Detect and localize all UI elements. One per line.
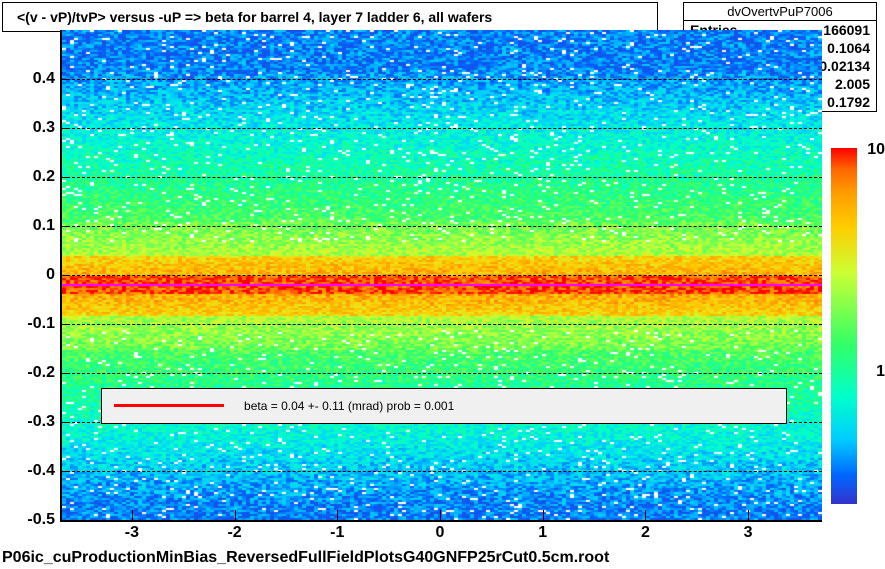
- x-tick-label: 1: [538, 524, 547, 542]
- x-tick-label: -1: [330, 524, 344, 542]
- y-tick-label: -0.1: [7, 315, 55, 333]
- y-tick-mark: [60, 79, 70, 80]
- histogram-name: dvOvertvPuP7006: [684, 3, 876, 21]
- gridline-h: [62, 275, 822, 276]
- x-tick-label: 3: [744, 524, 753, 542]
- y-tick-mark: [60, 177, 70, 178]
- stats-value: 2.005: [835, 75, 870, 93]
- y-tick-label: 0: [7, 266, 55, 284]
- stats-value: 166091: [823, 21, 870, 39]
- x-tick-label: -3: [125, 524, 139, 542]
- plot-title: <(v - vP)/tvP> versus -uP => beta for ba…: [2, 2, 658, 32]
- y-tick-label: 0.1: [7, 217, 55, 235]
- colorbar: [831, 148, 857, 504]
- fit-legend: beta = 0.04 +- 0.11 (mrad) prob = 0.001: [101, 388, 787, 424]
- y-tick-mark: [60, 422, 70, 423]
- footer-filename: P06ic_cuProductionMinBias_ReversedFullFi…: [2, 549, 609, 567]
- y-tick-mark: [60, 275, 70, 276]
- y-tick-label: 0.4: [7, 70, 55, 88]
- colorbar-label: 1: [876, 363, 885, 381]
- x-tick-label: 2: [641, 524, 650, 542]
- gridline-h: [62, 373, 822, 374]
- plot-title-text: <(v - vP)/tvP> versus -uP => beta for ba…: [17, 9, 492, 25]
- y-tick-label: -0.5: [7, 511, 55, 529]
- gridline-h: [62, 471, 822, 472]
- y-tick-label: -0.4: [7, 462, 55, 480]
- x-tick-label: -2: [227, 524, 241, 542]
- y-tick-mark: [60, 471, 70, 472]
- y-tick-label: 0.2: [7, 168, 55, 186]
- y-tick-label: 0.3: [7, 119, 55, 137]
- y-tick-mark: [60, 226, 70, 227]
- y-tick-mark: [60, 520, 70, 521]
- x-tick-mark: [337, 510, 338, 520]
- gridline-h: [62, 177, 822, 178]
- plot-area: [60, 30, 822, 522]
- gridline-h: [62, 128, 822, 129]
- gridline-h: [62, 79, 822, 80]
- legend-text: beta = 0.04 +- 0.11 (mrad) prob = 0.001: [244, 399, 454, 413]
- legend-line-sample: [114, 404, 224, 407]
- y-tick-mark: [60, 324, 70, 325]
- y-tick-mark: [60, 373, 70, 374]
- profile-fit-line: [62, 284, 822, 286]
- x-tick-mark: [748, 510, 749, 520]
- stats-value: 0.1064: [827, 39, 870, 57]
- x-tick-mark: [440, 510, 441, 520]
- y-tick-label: -0.2: [7, 364, 55, 382]
- x-tick-mark: [645, 510, 646, 520]
- y-tick-label: -0.3: [7, 413, 55, 431]
- stats-value: 0.1792: [827, 93, 870, 111]
- gridline-h: [62, 324, 822, 325]
- x-tick-mark: [132, 510, 133, 520]
- stats-value: -0.02134: [815, 57, 870, 75]
- gridline-h: [62, 226, 822, 227]
- y-tick-mark: [60, 128, 70, 129]
- x-tick-mark: [235, 510, 236, 520]
- x-tick-label: 0: [436, 524, 445, 542]
- x-tick-mark: [543, 510, 544, 520]
- colorbar-label: 10: [867, 141, 885, 159]
